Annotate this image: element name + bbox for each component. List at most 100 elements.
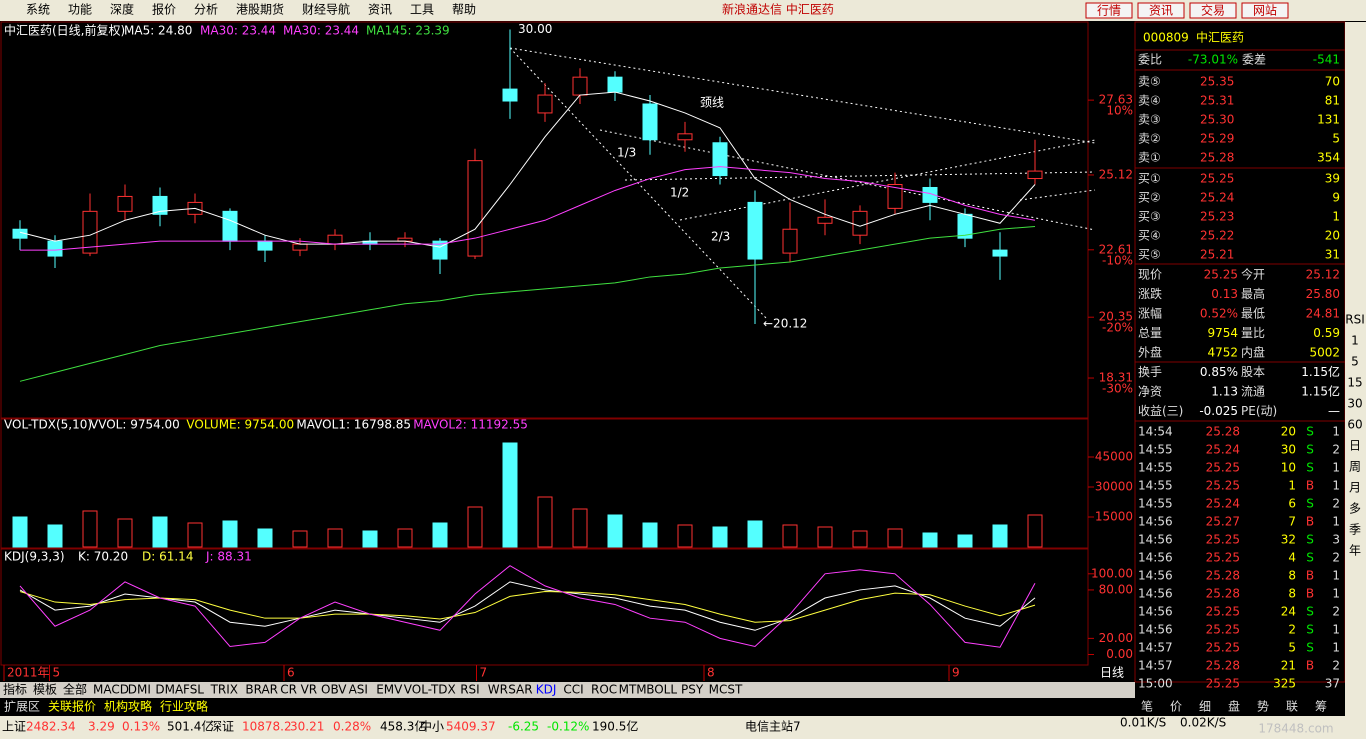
side-icon[interactable]: 周 <box>1349 460 1361 474</box>
volume-bar <box>257 528 273 548</box>
stat-label: 涨跌 <box>1138 286 1162 301</box>
menu-item[interactable]: 港股期货 <box>236 2 284 17</box>
fraction-label: 2/3 <box>711 230 730 244</box>
status-item: 2482.34 <box>26 720 76 734</box>
menu-item[interactable]: 资讯 <box>368 3 392 17</box>
menu-item[interactable]: 系统 <box>26 3 50 17</box>
indicator-tab[interactable]: MTM <box>619 683 647 697</box>
stat-label: 流通 <box>1241 385 1265 399</box>
side-icon[interactable]: 15 <box>1347 376 1362 390</box>
area-tab[interactable]: 扩展区 <box>4 700 40 714</box>
trade-price: 25.25 <box>1206 533 1240 547</box>
kdj-title: KDJ(9,3,3) <box>4 550 65 564</box>
indicator-tab[interactable]: PSY <box>681 683 704 697</box>
menu-item[interactable]: 帮助 <box>452 3 476 17</box>
indicator-tab[interactable]: CR <box>280 683 297 697</box>
indicator-tab[interactable]: DMI <box>128 683 151 697</box>
quote-tab[interactable]: 笔 <box>1141 699 1153 714</box>
volume-bar <box>817 526 833 548</box>
menu-item[interactable]: 报价 <box>152 2 176 17</box>
book-price: 25.25 <box>1200 172 1234 186</box>
quote-tab[interactable]: 价 <box>1170 700 1182 714</box>
trade-flag: B <box>1306 659 1314 673</box>
book-label: 买④ <box>1138 229 1161 243</box>
menu-item[interactable]: 分析 <box>194 3 218 17</box>
side-icon[interactable]: RSI <box>1345 313 1365 327</box>
side-icon[interactable]: 30 <box>1347 397 1362 411</box>
side-icon[interactable]: 5 <box>1351 355 1359 369</box>
volume-bar <box>152 516 168 548</box>
menu-item[interactable]: 工具 <box>410 3 434 17</box>
quote-tab[interactable]: 盘 <box>1228 699 1240 714</box>
quote-tab[interactable]: 联 <box>1286 700 1298 714</box>
weibi: 委差 <box>1242 53 1266 67</box>
book-volume: 31 <box>1325 248 1340 262</box>
menu-item[interactable]: 功能 <box>68 3 92 17</box>
menu-item[interactable]: 财经导航 <box>302 2 350 17</box>
stat-label: 收益(三) <box>1138 404 1183 418</box>
book-label: 卖① <box>1138 151 1161 165</box>
indicator-tab[interactable]: KDJ <box>536 683 557 697</box>
indicator-tab[interactable]: SAR <box>508 683 532 697</box>
indicator-tab[interactable]: 全部 <box>63 682 87 697</box>
indicator-tab[interactable]: BOLL <box>646 683 677 697</box>
book-label: 买⑤ <box>1138 248 1161 262</box>
indicator-tab[interactable]: WR <box>488 683 508 697</box>
trade-time: 14:56 <box>1138 623 1173 637</box>
menu-item[interactable]: 深度 <box>110 2 134 17</box>
top-button-label[interactable]: 交易 <box>1201 3 1225 18</box>
top-button[interactable] <box>1189 2 1237 19</box>
fraction-label: 1/3 <box>617 146 636 160</box>
quote-tab[interactable]: 筹 <box>1315 700 1327 714</box>
quote-tab[interactable]: 细 <box>1199 700 1211 714</box>
indicator-tab[interactable]: TRIX <box>210 683 238 697</box>
top-button-label[interactable]: 行情 <box>1097 4 1121 18</box>
weibi: -541 <box>1313 53 1340 67</box>
indicator-tab[interactable]: RSI <box>460 683 480 697</box>
indicator-tab[interactable]: VR <box>301 683 318 697</box>
side-icon[interactable]: 月 <box>1349 481 1361 495</box>
ma-line <box>19 226 1036 382</box>
side-icon[interactable]: 多 <box>1349 502 1361 516</box>
area-tab[interactable]: 机构攻略 <box>104 699 152 714</box>
side-icon[interactable]: 60 <box>1347 418 1362 432</box>
indicator-tab[interactable]: OBV <box>321 683 347 697</box>
indicator-tab[interactable]: ROC <box>591 683 617 697</box>
indicator-tab[interactable]: MCST <box>709 683 743 697</box>
candle-body <box>677 133 693 141</box>
trade-price: 25.24 <box>1206 443 1240 457</box>
side-icon[interactable]: 日 <box>1349 439 1361 453</box>
indicator-tab[interactable]: EMV <box>376 683 403 697</box>
quote-tab[interactable]: 势 <box>1257 700 1269 714</box>
indicator-tab[interactable]: MACD <box>93 683 129 697</box>
side-icon[interactable]: 年 <box>1349 544 1361 558</box>
indicator-tab[interactable]: BRAR <box>245 683 278 697</box>
book-price: 25.23 <box>1200 210 1234 224</box>
trade-time: 14:56 <box>1138 569 1173 583</box>
trade-price: 25.28 <box>1206 587 1240 601</box>
side-icon[interactable]: 季 <box>1349 523 1361 537</box>
x-tick-label: 9 <box>952 666 960 680</box>
indicator-tab[interactable]: ASI <box>349 683 368 697</box>
top-button[interactable] <box>1137 2 1185 19</box>
trade-flag: S <box>1306 443 1314 457</box>
indicator-tab[interactable]: FSL <box>183 683 204 697</box>
top-button-label[interactable]: 网站 <box>1253 4 1277 18</box>
area-tab[interactable]: 行业攻略 <box>160 699 208 714</box>
candle-body <box>222 210 238 242</box>
book-label: 买① <box>1138 172 1161 186</box>
y-tick-label: 100.00 <box>1091 566 1133 580</box>
indicator-tab[interactable]: 指标 <box>3 682 27 697</box>
indicator-tab[interactable]: CCI <box>563 683 583 697</box>
side-icon[interactable]: 1 <box>1351 334 1359 348</box>
top-button-label[interactable]: 资讯 <box>1149 4 1173 18</box>
indicator-tab[interactable]: DMA <box>155 683 184 697</box>
trade-count: 2 <box>1332 443 1340 457</box>
indicator-tab[interactable]: VOL-TDX <box>404 683 456 697</box>
area-tab[interactable]: 关联报价 <box>48 699 96 714</box>
top-button[interactable] <box>1241 2 1289 19</box>
top-button[interactable] <box>1085 2 1133 19</box>
side-toolbar <box>1345 22 1366 716</box>
indicator-tab[interactable]: 模板 <box>33 683 57 697</box>
book-label: 买② <box>1138 191 1161 205</box>
